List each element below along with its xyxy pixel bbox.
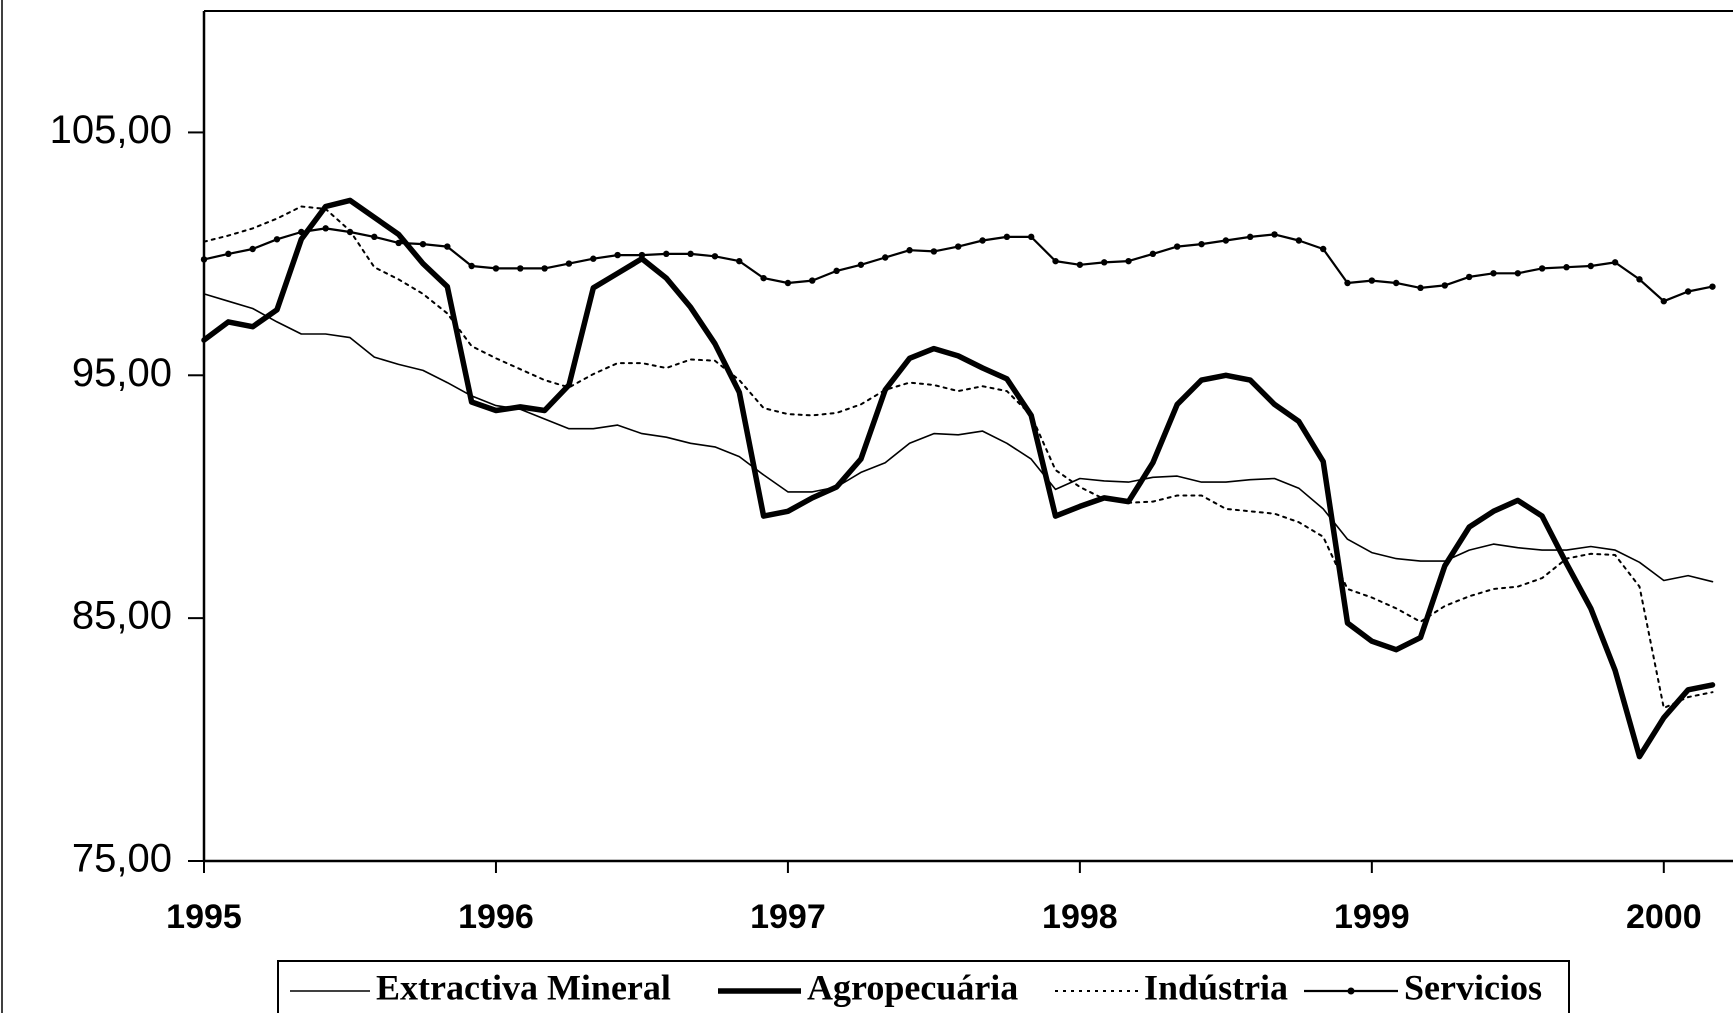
point-marker bbox=[1246, 233, 1254, 241]
x-tick-label: 1997 bbox=[750, 898, 826, 936]
point-marker bbox=[687, 250, 694, 258]
point-marker bbox=[857, 261, 865, 268]
point-marker bbox=[1563, 264, 1570, 271]
point-marker bbox=[833, 267, 840, 275]
point-marker bbox=[1538, 265, 1546, 272]
point-marker bbox=[371, 233, 378, 241]
point-marker bbox=[638, 251, 646, 259]
point-marker bbox=[346, 228, 354, 236]
point-marker bbox=[930, 248, 938, 255]
point-marker bbox=[249, 245, 256, 253]
point-marker bbox=[322, 225, 329, 232]
legend-label: Agropecuária bbox=[807, 967, 1018, 1007]
point-marker bbox=[1465, 273, 1473, 281]
point-marker bbox=[273, 236, 281, 243]
point-marker bbox=[1587, 262, 1595, 270]
y-tick-label: 105,00 bbox=[50, 108, 172, 152]
series-line bbox=[203, 205, 1714, 709]
point-marker bbox=[663, 250, 670, 258]
point-marker bbox=[1295, 237, 1303, 244]
point-marker bbox=[1684, 288, 1692, 295]
point-marker bbox=[1198, 240, 1205, 248]
point-marker bbox=[565, 260, 573, 267]
legend-label: Indústria bbox=[1144, 967, 1288, 1007]
point-marker bbox=[492, 265, 500, 272]
point-marker bbox=[1417, 284, 1424, 292]
point-marker bbox=[1271, 231, 1278, 238]
x-tick-label: 1996 bbox=[458, 898, 534, 936]
point-marker bbox=[468, 262, 475, 270]
point-marker bbox=[1636, 276, 1643, 283]
point-marker bbox=[906, 247, 913, 254]
point-marker bbox=[1076, 261, 1084, 268]
point-marker bbox=[1052, 257, 1059, 265]
point-marker bbox=[760, 274, 767, 282]
series-line bbox=[203, 293, 1714, 583]
point-marker bbox=[1319, 245, 1327, 253]
point-marker bbox=[1101, 259, 1108, 266]
point-marker bbox=[444, 243, 451, 250]
point-marker bbox=[784, 279, 792, 287]
point-marker bbox=[1490, 270, 1497, 277]
legend-label: Extractiva Mineral bbox=[376, 967, 671, 1007]
x-tick-label: 1999 bbox=[1334, 898, 1410, 936]
point-marker bbox=[1003, 233, 1011, 241]
point-marker bbox=[1611, 259, 1619, 266]
x-tick-label: 1995 bbox=[166, 898, 242, 936]
point-marker bbox=[1514, 270, 1522, 277]
x-tick-label: 2000 bbox=[1626, 898, 1702, 936]
series-line bbox=[201, 197, 1716, 760]
point-marker bbox=[882, 254, 889, 261]
point-marker bbox=[517, 265, 524, 272]
x-tick-label: 1998 bbox=[1042, 898, 1118, 936]
point-marker bbox=[711, 253, 719, 260]
y-tick-label: 85,00 bbox=[72, 594, 172, 638]
point-marker bbox=[736, 257, 743, 265]
point-marker bbox=[1368, 277, 1376, 284]
point-marker bbox=[225, 250, 232, 258]
point-marker bbox=[614, 251, 621, 259]
legend-box bbox=[277, 960, 1570, 1013]
point-marker bbox=[1344, 279, 1351, 287]
point-marker bbox=[541, 265, 548, 272]
series-line bbox=[202, 227, 1714, 303]
point-marker bbox=[1441, 282, 1449, 289]
point-marker bbox=[1028, 233, 1035, 241]
point-marker bbox=[395, 239, 402, 247]
point-marker bbox=[1709, 283, 1716, 290]
legend-label: Servicios bbox=[1404, 967, 1542, 1007]
point-marker bbox=[590, 255, 597, 262]
point-marker bbox=[809, 277, 816, 284]
point-marker bbox=[419, 240, 427, 248]
point-marker bbox=[979, 237, 986, 244]
point-marker bbox=[1392, 279, 1400, 287]
point-marker bbox=[1125, 257, 1132, 265]
point-marker bbox=[1222, 237, 1230, 244]
point-marker bbox=[955, 243, 962, 250]
point-marker bbox=[1660, 298, 1668, 305]
point-marker bbox=[1174, 243, 1181, 250]
point-marker bbox=[298, 228, 305, 236]
y-tick-label: 95,00 bbox=[72, 351, 172, 395]
legend-marker bbox=[1347, 987, 1355, 995]
point-marker bbox=[200, 256, 208, 263]
y-tick-label: 75,00 bbox=[72, 837, 172, 881]
point-marker bbox=[1149, 250, 1157, 258]
